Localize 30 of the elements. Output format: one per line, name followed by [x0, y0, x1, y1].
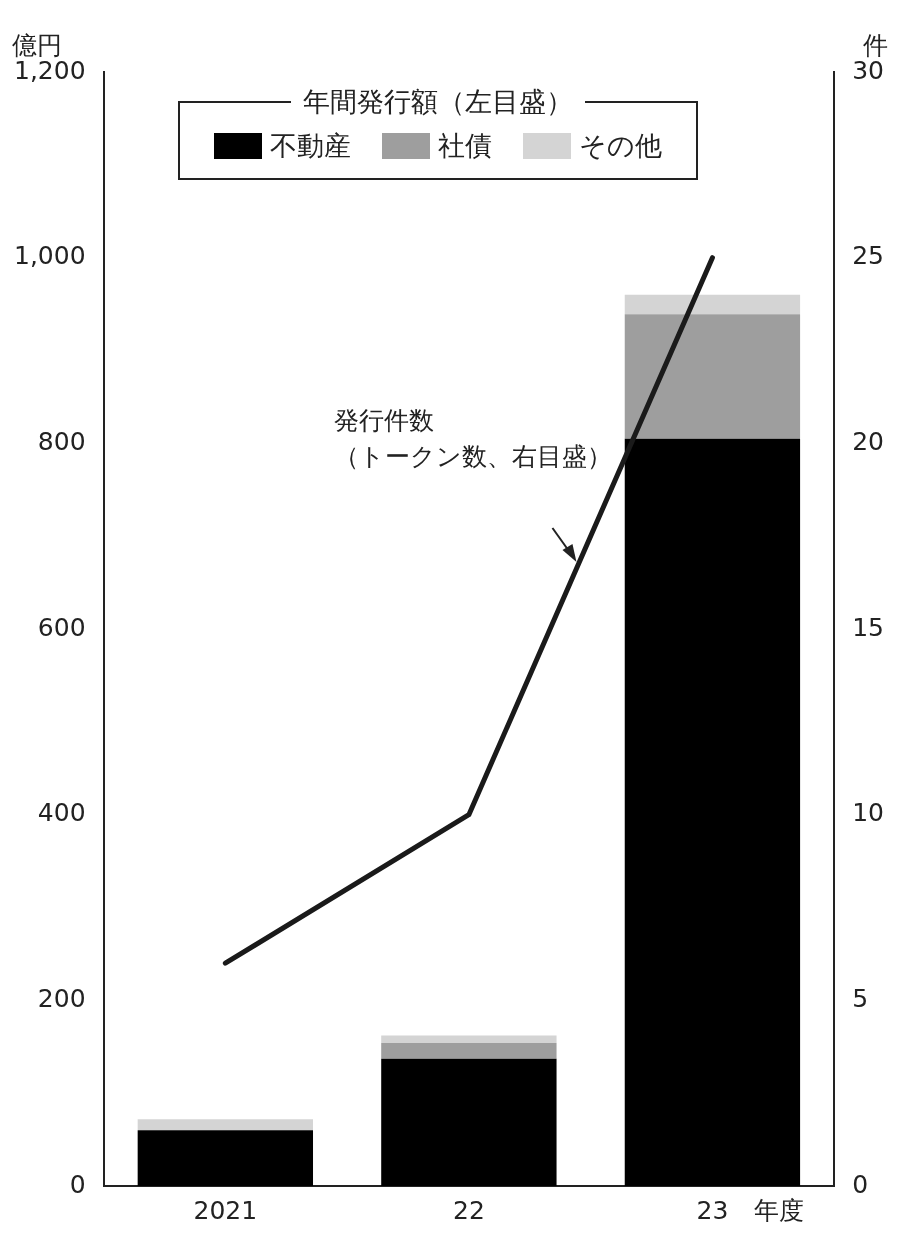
x-tick-label: 22 — [452, 1195, 485, 1225]
bar — [381, 1035, 557, 1044]
bar — [137, 1119, 314, 1131]
y2-axis-title: 件 — [863, 31, 888, 60]
y2-tick-label: 20 — [852, 426, 884, 456]
legend-title: 年間発行額（左目盛） — [302, 85, 574, 119]
bar — [137, 1130, 314, 1186]
x-tick-label: 2021 — [193, 1195, 258, 1225]
y-tick-label: 400 — [37, 798, 86, 828]
y-tick-label: 600 — [37, 612, 86, 642]
x-tick-label: 23 — [696, 1195, 729, 1225]
bar — [624, 294, 801, 315]
series-label: 発行件数（トークン数、右目盛） — [333, 406, 612, 472]
y-tick-label: 0 — [69, 1169, 86, 1199]
bar — [624, 438, 801, 1186]
legend-label: 不動産 — [269, 129, 351, 163]
bar — [624, 314, 801, 439]
bar — [381, 1043, 557, 1059]
y-tick-label: 800 — [37, 426, 86, 456]
legend-label: 社債 — [437, 129, 492, 163]
y2-tick-label: 5 — [852, 983, 869, 1013]
y2-tick-label: 25 — [852, 241, 884, 271]
y-tick-label: 1,000 — [13, 241, 86, 271]
y-tick-label: 200 — [37, 983, 86, 1013]
y2-tick-label: 10 — [852, 798, 884, 828]
x-axis-title: 年度 — [754, 1196, 805, 1225]
legend-label: その他 — [579, 129, 663, 163]
y2-tick-label: 0 — [852, 1169, 869, 1199]
bar — [381, 1058, 557, 1186]
y2-tick-label: 15 — [852, 612, 884, 642]
